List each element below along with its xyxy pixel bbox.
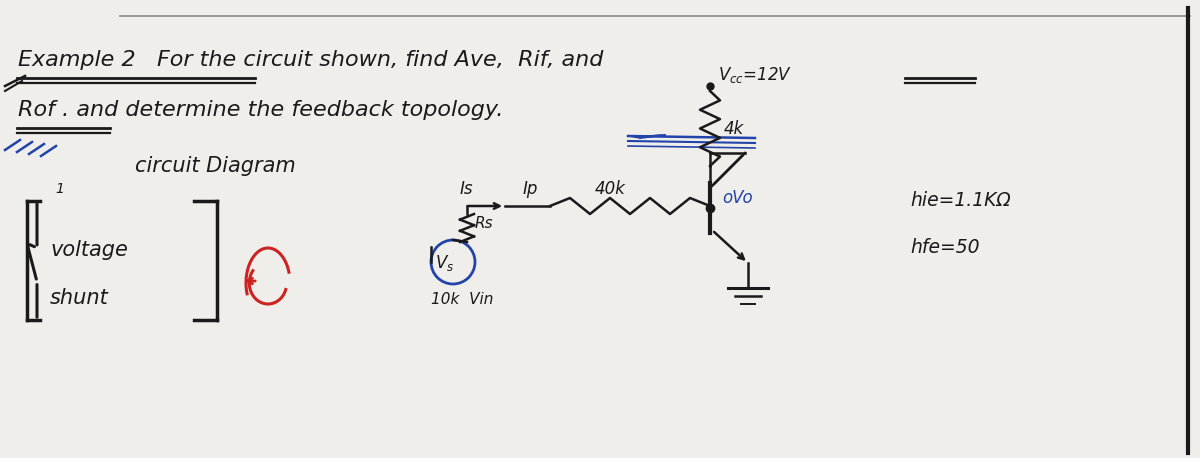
Text: Ip: Ip: [523, 180, 539, 198]
Text: shunt: shunt: [50, 288, 109, 308]
Text: Rs: Rs: [475, 216, 493, 231]
Text: hfe=50: hfe=50: [910, 238, 979, 257]
Text: $V_s$: $V_s$: [436, 253, 454, 273]
Text: 10k  Vin: 10k Vin: [431, 292, 493, 307]
Text: Is: Is: [460, 180, 474, 198]
Text: voltage: voltage: [50, 240, 128, 260]
Text: $V_{cc}$=12V: $V_{cc}$=12V: [718, 65, 792, 85]
Text: 1: 1: [55, 182, 64, 196]
Text: hie=1.1KΩ: hie=1.1KΩ: [910, 191, 1010, 210]
Text: circuit Diagram: circuit Diagram: [134, 156, 295, 176]
Text: Rof . and determine the feedback topology.: Rof . and determine the feedback topolog…: [18, 100, 503, 120]
Text: oVo: oVo: [722, 189, 752, 207]
Text: 4k: 4k: [724, 120, 744, 137]
Text: Example 2   For the circuit shown, find Ave,  Rif, and: Example 2 For the circuit shown, find Av…: [18, 50, 604, 70]
Text: 40k: 40k: [595, 180, 626, 198]
